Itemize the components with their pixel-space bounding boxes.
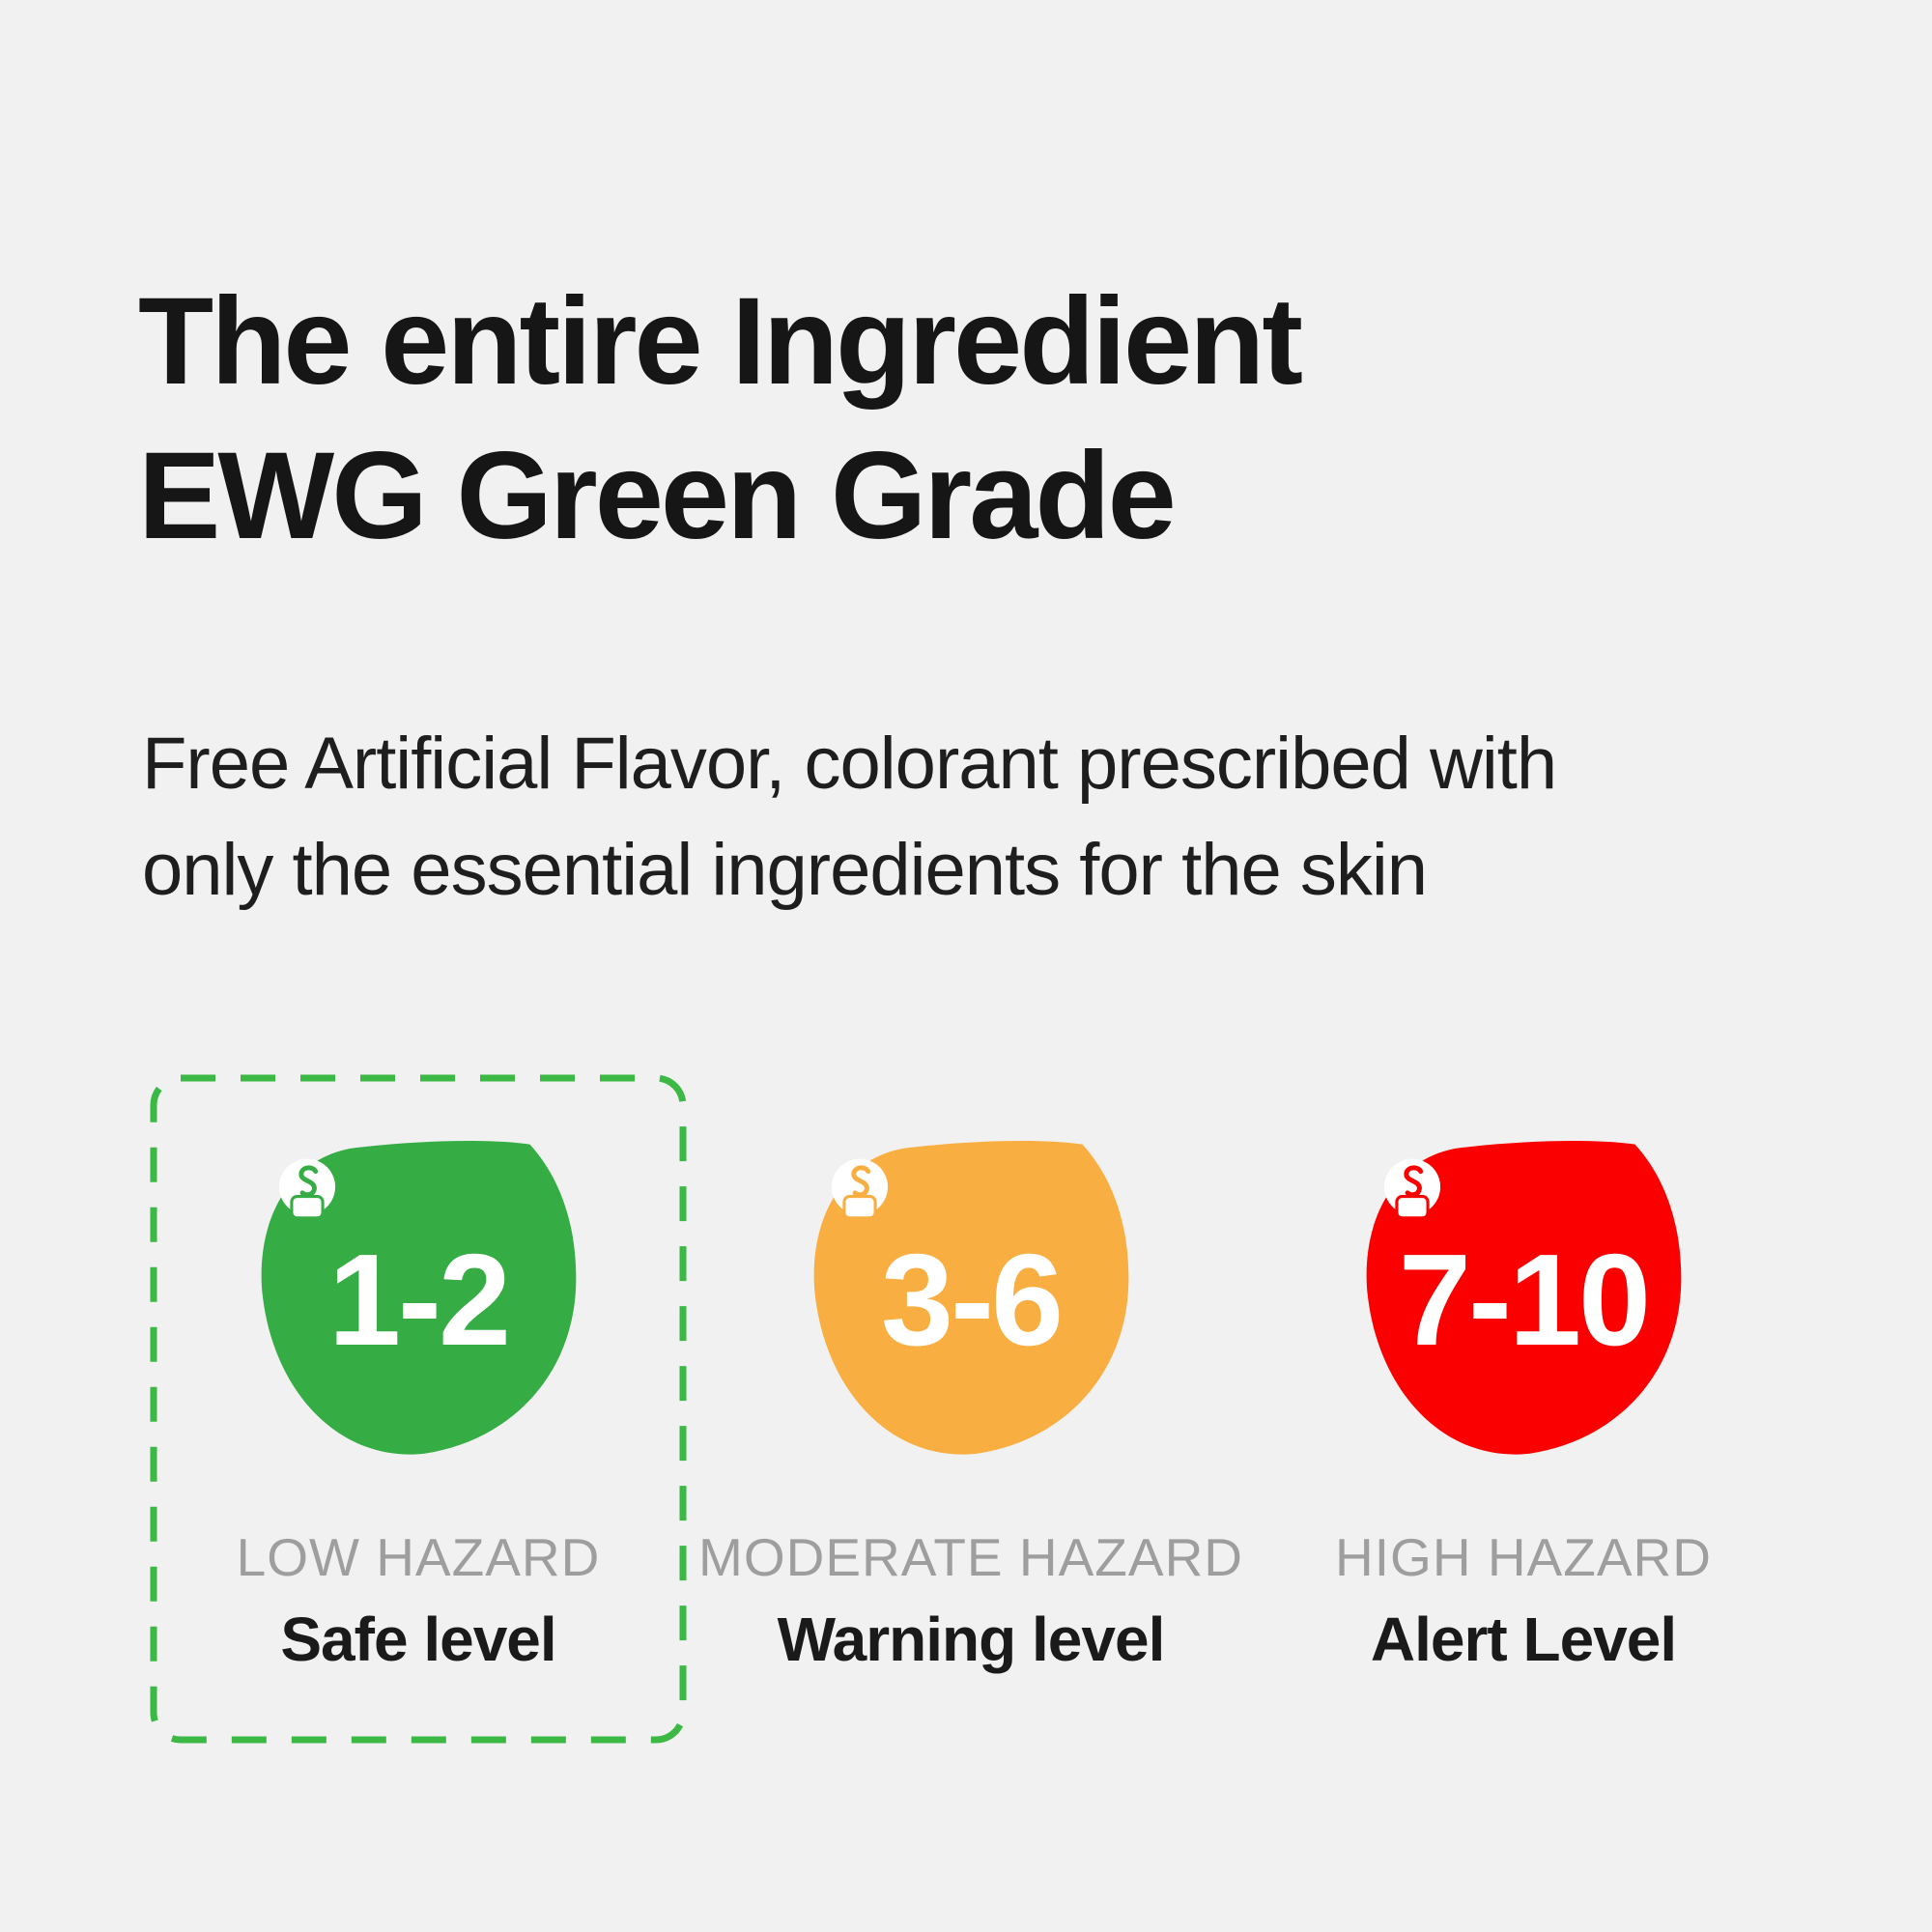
s-steam-bowl-logo-icon — [1383, 1158, 1441, 1220]
grade-range-safe: 1-2 — [327, 1226, 511, 1373]
page-title-line1: The entire Ingredient — [138, 271, 1303, 411]
grade-card-safe: 1-2 LOW HAZARD Safe level — [150, 1074, 687, 1744]
page-subtitle-line2: only the essential ingredients for the s… — [142, 829, 1428, 911]
hazard-label-alert: HIGH HAZARD — [1335, 1527, 1712, 1587]
grade-badge-warning: 3-6 — [811, 1138, 1130, 1459]
grade-badge-alert: 7-10 — [1364, 1138, 1683, 1459]
grade-card-warning: 3-6 MODERATE HAZARD Warning level — [698, 1074, 1242, 1744]
level-label-safe: Safe level — [280, 1605, 556, 1674]
grade-card-alert: 7-10 HIGH HAZARD Alert Level — [1255, 1074, 1792, 1744]
level-label-warning: Warning level — [777, 1605, 1166, 1674]
level-label-alert: Alert Level — [1370, 1605, 1677, 1674]
hazard-label-safe: LOW HAZARD — [236, 1527, 601, 1587]
s-steam-bowl-logo-icon — [831, 1158, 889, 1220]
page-title-line2: EWG Green Grade — [138, 426, 1177, 565]
s-steam-bowl-logo-icon — [278, 1158, 336, 1220]
drop-shape-safe — [261, 1141, 577, 1455]
page-subtitle: Free Artificial Flavor, colorant prescri… — [142, 711, 1557, 923]
drop-shape-warning — [813, 1141, 1129, 1455]
hazard-label-warning: MODERATE HAZARD — [698, 1527, 1244, 1587]
page-title: The entire Ingredient EWG Green Grade — [138, 265, 1303, 574]
drop-shape-alert — [1366, 1141, 1682, 1455]
grade-range-alert: 7-10 — [1398, 1226, 1651, 1373]
grade-cards-row: 1-2 LOW HAZARD Safe level 3-6 MODERATE H… — [150, 1074, 1792, 1744]
page-subtitle-line1: Free Artificial Flavor, colorant prescri… — [142, 723, 1557, 805]
grade-range-warning: 3-6 — [880, 1226, 1064, 1373]
grade-badge-safe: 1-2 — [259, 1138, 578, 1459]
